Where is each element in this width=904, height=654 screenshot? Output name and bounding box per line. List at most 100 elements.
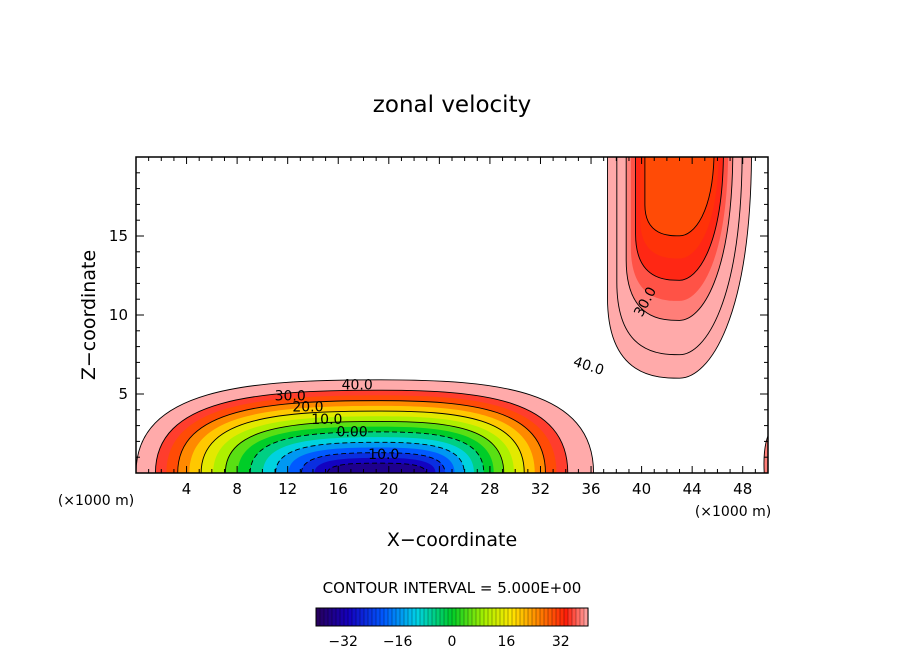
- colorbar-segment: [451, 607, 457, 627]
- colorbar-segment: [315, 607, 321, 627]
- x-tick-label: 40: [632, 480, 651, 498]
- colorbar-segment: [371, 607, 377, 627]
- colorbar-segment: [439, 607, 445, 627]
- chart-title: zonal velocity: [373, 92, 531, 118]
- contour-label: 20.0: [292, 399, 323, 415]
- colorbar-tick-label: 16: [497, 634, 515, 650]
- colorbar-segment: [379, 607, 385, 627]
- x-tick-label: 16: [329, 480, 348, 498]
- contour-label: 10.0: [311, 412, 342, 428]
- colorbar-segment: [519, 607, 525, 627]
- colorbar-segment: [383, 607, 389, 627]
- x-tick-label: 8: [232, 480, 242, 498]
- colorbar-segment: [347, 607, 353, 627]
- x-tick-label: 36: [581, 480, 600, 498]
- colorbar-segment: [511, 607, 517, 627]
- colorbar-segment: [427, 607, 433, 627]
- colorbar-segment: [575, 607, 581, 627]
- west-band: [327, 462, 427, 473]
- colorbar-segment: [415, 607, 421, 627]
- colorbar-segment: [447, 607, 453, 627]
- colorbar-segment: [343, 607, 349, 627]
- colorbar-segment: [323, 607, 329, 627]
- colorbar-segment: [335, 607, 341, 627]
- contour-label: 30.0: [275, 388, 306, 404]
- colorbar-segment: [419, 607, 425, 627]
- colorbar-segment: [395, 607, 401, 627]
- colorbar-segment: [555, 607, 561, 627]
- colorbar-segment: [527, 607, 533, 627]
- colorbar-segment: [503, 607, 509, 627]
- contour-label: 10.0: [368, 447, 399, 463]
- colorbar-segment: [479, 607, 485, 627]
- colorbar-segment: [547, 607, 553, 627]
- colorbar-tick-label: 32: [552, 634, 570, 650]
- colorbar-segment: [375, 607, 381, 627]
- x-tick-label: 24: [430, 480, 449, 498]
- edge-band: [763, 434, 768, 473]
- colorbar-segment: [523, 607, 529, 627]
- colorbar-tick-label: 0: [448, 634, 457, 650]
- colorbar-segment: [499, 607, 505, 627]
- colorbar-segment: [327, 607, 333, 627]
- colorbar-segment: [443, 607, 449, 627]
- colorbar-frame: [315, 607, 589, 627]
- y-tick-label: 5: [118, 385, 128, 403]
- colorbar-segment: [463, 607, 469, 627]
- colorbar-segment: [535, 607, 541, 627]
- x-tick-label: 20: [379, 480, 398, 498]
- east-band: [644, 157, 715, 237]
- colorbar-segment: [579, 607, 585, 627]
- contour-label: 0.00: [337, 425, 368, 441]
- jet-west-fill: [136, 379, 595, 473]
- colorbar-segment: [339, 607, 345, 627]
- colorbar-segment: [363, 607, 369, 627]
- y-tick-label: 15: [109, 227, 128, 245]
- x-axis: 4 8 12 16 20 24 28 32 36 40 44 48: [135, 157, 769, 498]
- colorbar-segment: [399, 607, 405, 627]
- colorbar-segment: [507, 607, 513, 627]
- colorbar-segment: [435, 607, 441, 627]
- colorbar-segment: [491, 607, 497, 627]
- colorbar-segment: [567, 607, 573, 627]
- x-unit-left: (×1000 m): [58, 493, 134, 509]
- x-tick-label: 12: [278, 480, 297, 498]
- colorbar-segment: [543, 607, 549, 627]
- contour-interval: CONTOUR INTERVAL = 5.000E+00: [323, 579, 582, 597]
- contour-label: 40.0: [571, 354, 606, 379]
- colorbar-segment: [459, 607, 465, 627]
- x-tick-label: 48: [733, 480, 752, 498]
- x-tick-label: 4: [182, 480, 192, 498]
- y-axis-label: Z−coordinate: [78, 250, 100, 380]
- jet-east-fill: [607, 157, 752, 379]
- colorbar-segment: [319, 607, 325, 627]
- colorbar-segment: [455, 607, 461, 627]
- colorbar-segment: [411, 607, 417, 627]
- colorbar-segment: [471, 607, 477, 627]
- colorbar-segment: [487, 607, 493, 627]
- colorbar-segment: [531, 607, 537, 627]
- colorbar-tick-label: −16: [383, 634, 413, 650]
- colorbar-segment: [563, 607, 569, 627]
- colorbar-ticks: −32 −16 0 16 32: [328, 634, 569, 650]
- colorbar: [315, 607, 589, 627]
- colorbar-segment: [355, 607, 361, 627]
- x-tick-label: 28: [480, 480, 499, 498]
- colorbar-segment: [515, 607, 521, 627]
- colorbar-segment: [407, 607, 413, 627]
- colorbar-segment: [403, 607, 409, 627]
- colorbar-segment: [483, 607, 489, 627]
- x-tick-label: 32: [531, 480, 550, 498]
- colorbar-tick-label: −32: [328, 634, 358, 650]
- colorbar-segment: [495, 607, 501, 627]
- colorbar-segment: [539, 607, 545, 627]
- colorbar-segment: [359, 607, 365, 627]
- colorbar-segment: [431, 607, 437, 627]
- colorbar-segment: [391, 607, 397, 627]
- colorbar-segment: [351, 607, 357, 627]
- colorbar-segment: [571, 607, 577, 627]
- colorbar-segment: [423, 607, 429, 627]
- x-tick-label: 44: [683, 480, 702, 498]
- contour-label: 40.0: [342, 377, 373, 393]
- colorbar-segment: [551, 607, 557, 627]
